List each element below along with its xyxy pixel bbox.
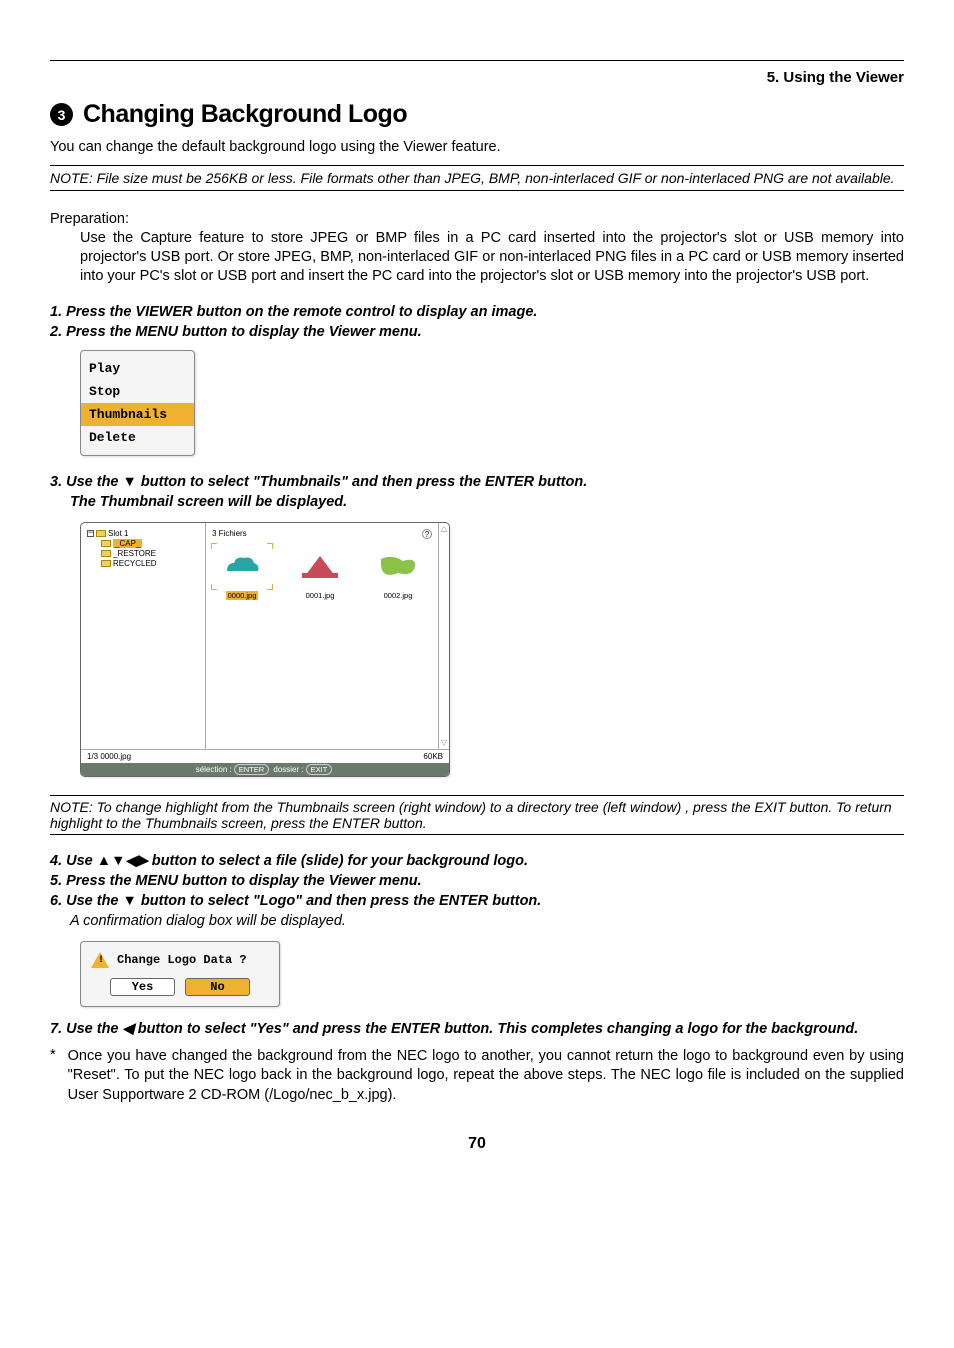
- footer-exit-pill: EXIT: [306, 764, 333, 775]
- top-rule: [50, 60, 904, 61]
- warning-icon: [91, 952, 109, 968]
- tree-collapse-icon[interactable]: [87, 530, 94, 537]
- help-icon[interactable]: ?: [422, 529, 432, 539]
- note-highlight: NOTE: To change highlight from the Thumb…: [50, 795, 904, 835]
- dialog-no-button[interactable]: No: [185, 978, 250, 996]
- menu-item-play[interactable]: Play: [81, 357, 194, 380]
- thumb-0[interactable]: 0000.jpg: [212, 544, 272, 600]
- title-text: Changing Background Logo: [83, 100, 407, 129]
- tree-root[interactable]: Slot 1: [85, 529, 201, 538]
- viewer-menu: Play Stop Thumbnails Delete: [80, 350, 195, 456]
- footer-enter-pill: ENTER: [234, 764, 269, 775]
- step-3-sub: The Thumbnail screen will be displayed.: [70, 494, 904, 510]
- thumb-image-icon: [222, 551, 262, 581]
- step-3: 3. Use the ▼ button to select "Thumbnail…: [50, 474, 904, 490]
- thumb-count: 3 Fichiers: [212, 529, 247, 538]
- main-title: 3 Changing Background Logo: [50, 100, 904, 129]
- dialog-title: Change Logo Data ?: [117, 953, 247, 967]
- tree-label-cap: _CAP_: [113, 539, 142, 548]
- thumb-image-icon: [300, 551, 340, 581]
- footer-folder-label: dossier :: [271, 765, 303, 774]
- thumb-0-label: 0000.jpg: [226, 591, 259, 600]
- thumb-1-label: 0001.jpg: [306, 591, 335, 600]
- page-number: 70: [50, 1135, 904, 1153]
- thumb-2[interactable]: 0002.jpg: [368, 544, 428, 600]
- folder-icon: [101, 550, 111, 557]
- step-4: 4. Use ▲▼◀▶ button to select a file (sli…: [50, 853, 904, 869]
- confirm-dialog: Change Logo Data ? Yes No: [80, 941, 280, 1007]
- directory-tree[interactable]: Slot 1 _CAP_ _RESTORE RECYCLED: [81, 523, 206, 749]
- preparation-text: Use the Capture feature to store JPEG or…: [80, 229, 904, 286]
- thumb-image-icon: [378, 551, 418, 581]
- step-7: 7. Use the ◀ button to select "Yes" and …: [50, 1021, 904, 1037]
- menu-item-delete[interactable]: Delete: [81, 426, 194, 449]
- thumbnail-window: Slot 1 _CAP_ _RESTORE RECYCLED 3 Fichier…: [80, 522, 450, 777]
- selection-corner-icon: [267, 584, 273, 590]
- step-6: 6. Use the ▼ button to select "Logo" and…: [50, 893, 904, 909]
- note-file-size: NOTE: File size must be 256KB or less. F…: [50, 165, 904, 191]
- footnote: * Once you have changed the background f…: [50, 1047, 904, 1106]
- step-2: 2. Press the MENU button to display the …: [50, 324, 904, 340]
- tree-root-label: Slot 1: [108, 529, 128, 538]
- footer-selection-label: sélection :: [196, 765, 232, 774]
- menu-item-thumbnails[interactable]: Thumbnails: [81, 403, 194, 426]
- selection-corner-icon: [267, 543, 273, 549]
- thumb-2-label: 0002.jpg: [384, 591, 413, 600]
- tree-label-recycled: RECYCLED: [113, 559, 157, 568]
- status-left: 1/3 0000.jpg: [87, 752, 131, 761]
- selection-corner-icon: [211, 543, 217, 549]
- thumb-1[interactable]: 0001.jpg: [290, 544, 350, 600]
- scroll-up-icon[interactable]: △: [441, 525, 447, 533]
- footer-bar: sélection :ENTER dossier :EXIT: [81, 763, 449, 776]
- footnote-text: Once you have changed the background fro…: [68, 1047, 904, 1106]
- status-right: 60KB: [423, 752, 443, 761]
- step-1: 1. Press the VIEWER button on the remote…: [50, 304, 904, 320]
- title-number-icon: 3: [50, 103, 73, 126]
- tree-item-cap[interactable]: _CAP_: [85, 539, 201, 548]
- tree-label-restore: _RESTORE: [113, 549, 156, 558]
- status-bar: 1/3 0000.jpg 60KB: [81, 749, 449, 763]
- folder-icon: [96, 530, 106, 537]
- footnote-mark: *: [50, 1047, 56, 1106]
- scroll-down-icon[interactable]: ▽: [441, 739, 447, 747]
- tree-item-restore[interactable]: _RESTORE: [85, 549, 201, 558]
- intro-text: You can change the default background lo…: [50, 139, 904, 155]
- section-header: 5. Using the Viewer: [50, 69, 904, 86]
- menu-item-stop[interactable]: Stop: [81, 380, 194, 403]
- step-6-sub: A confirmation dialog box will be displa…: [70, 913, 904, 929]
- selection-corner-icon: [211, 584, 217, 590]
- scrollbar[interactable]: △ ▽: [438, 523, 449, 749]
- tree-item-recycled[interactable]: RECYCLED: [85, 559, 201, 568]
- step-5: 5. Press the MENU button to display the …: [50, 873, 904, 889]
- thumbnail-pane[interactable]: 3 Fichiers ? 0000.jpg: [206, 523, 438, 749]
- folder-icon: [101, 540, 111, 547]
- folder-icon: [101, 560, 111, 567]
- preparation-label: Preparation:: [50, 211, 904, 227]
- dialog-yes-button[interactable]: Yes: [110, 978, 175, 996]
